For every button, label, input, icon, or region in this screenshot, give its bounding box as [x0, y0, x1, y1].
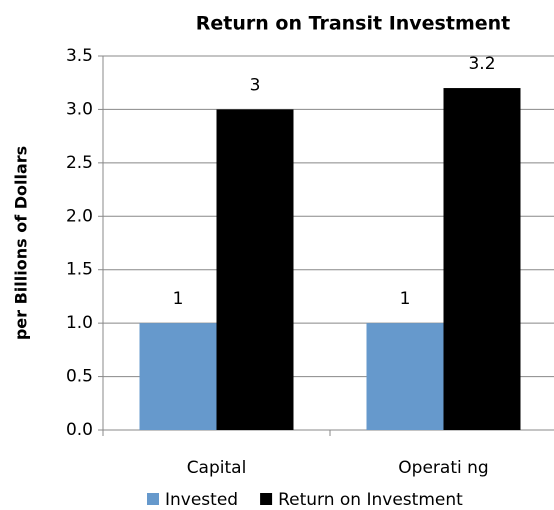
legend-swatch: [260, 493, 273, 505]
data-label: 1: [400, 289, 411, 309]
data-label: 1: [173, 289, 184, 309]
y-tick-label: 2.5: [66, 153, 93, 173]
x-tick-label: Capital: [187, 458, 247, 478]
y-tick-label: 1.0: [66, 313, 93, 333]
y-tick-label: 0.5: [66, 367, 93, 387]
bar: [216, 109, 294, 430]
bar: [443, 88, 521, 431]
data-label: 3.2: [468, 54, 495, 74]
y-axis-label: per Billions of Dollars: [12, 146, 31, 340]
y-tick-label: 0.0: [66, 420, 93, 440]
x-tick-label: Operati ng: [398, 458, 488, 478]
data-label: 3: [250, 75, 261, 95]
legend-label: Invested: [165, 490, 238, 510]
y-tick-label: 2.0: [66, 206, 93, 226]
legend-label: Return on Investment: [278, 490, 463, 510]
bar: [366, 323, 444, 430]
bar: [139, 323, 217, 430]
y-tick-label: 1.5: [66, 260, 93, 280]
chart-title: Return on Transit Investment: [196, 13, 511, 35]
y-tick-label: 3.5: [66, 46, 93, 66]
legend-swatch: [147, 493, 159, 505]
y-tick-label: 3.0: [66, 99, 93, 119]
